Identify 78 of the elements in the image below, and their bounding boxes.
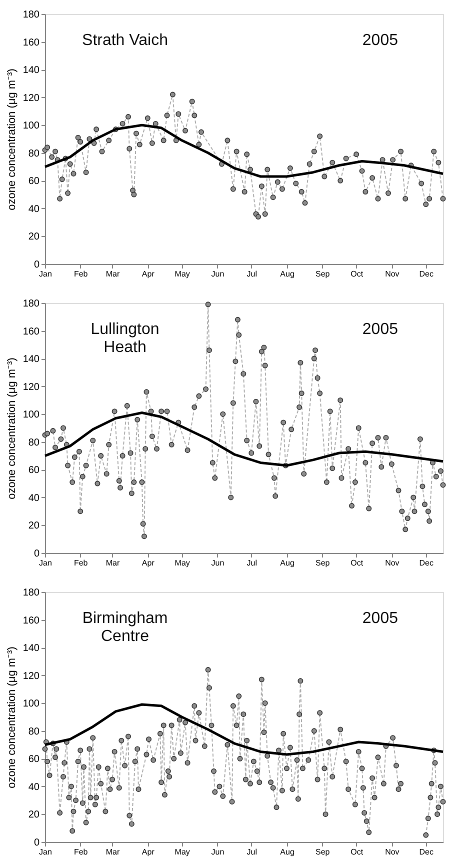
y-tick-label: 180 (22, 588, 40, 598)
y-tick-label: 160 (22, 37, 40, 48)
x-tick-label: Jun (211, 848, 224, 856)
x-tick-label: Nov (385, 558, 400, 568)
x-tick-label: Nov (385, 270, 400, 278)
line-series (44, 124, 444, 178)
x-tick-label: Oct (350, 558, 364, 568)
x-tick-label: Sep (316, 270, 330, 278)
line-series (44, 703, 444, 756)
y-tick-label: 60 (28, 176, 40, 188)
x-tick-label: Dec (419, 270, 434, 278)
x-tick-label: May (174, 270, 190, 278)
x-tick-label: May (174, 848, 190, 856)
y-tick-label: 0 (34, 260, 40, 270)
y-axis-title: ozone concentration (μg m⁻³) (6, 646, 18, 788)
x-tick-label: Dec (419, 558, 434, 568)
x-tick-label: Nov (385, 848, 400, 856)
x-tick-label: Feb (74, 848, 88, 856)
annotation: Birmingham Centre (82, 610, 168, 645)
y-tick-label: 140 (22, 643, 40, 654)
y-tick-label: 80 (28, 437, 40, 448)
y-tick-label: 80 (28, 148, 40, 160)
x-tick-label: Aug (280, 558, 294, 568)
annotation: 2005 (362, 32, 398, 49)
x-tick-label: Jan (39, 558, 52, 568)
y-tick-label: 120 (22, 92, 40, 104)
x-tick-label: Jan (39, 270, 52, 278)
y-tick-label: 140 (22, 65, 40, 76)
x-tick-label: Feb (74, 270, 88, 278)
y-tick-label: 40 (28, 782, 40, 793)
y-axis-title: ozone concentration (μg m⁻³) (6, 68, 18, 210)
y-axis-title: ozone concentration (μg m⁻³) (6, 358, 18, 500)
x-tick-label: Mar (106, 270, 120, 278)
y-tick-label: 120 (22, 670, 40, 682)
y-tick-label: 40 (28, 492, 40, 504)
x-tick-label: Sep (316, 848, 330, 856)
y-tick-label: 60 (28, 465, 40, 476)
x-tick-label: Mar (106, 558, 120, 568)
x-tick-label: Jul (246, 270, 258, 278)
x-tick-label: Apr (142, 270, 155, 278)
y-tick-label: 160 (22, 326, 40, 338)
y-tick-label: 160 (22, 615, 40, 626)
y-tick-label: 100 (22, 120, 40, 132)
annotation: Strath Vaich (82, 32, 168, 49)
x-tick-label: Aug (280, 848, 294, 856)
y-tick-label: 20 (28, 810, 40, 821)
x-tick-label: Dec (419, 848, 434, 856)
x-tick-label: Jan (39, 848, 52, 856)
x-tick-label: Jul (246, 558, 258, 568)
x-tick-label: Oct (350, 848, 364, 856)
annotation: 2005 (362, 610, 398, 627)
x-tick-label: Sep (316, 558, 330, 568)
y-tick-label: 100 (22, 410, 40, 421)
y-tick-label: 20 (28, 232, 40, 243)
x-tick-label: Feb (74, 558, 88, 568)
x-tick-label: Jun (211, 558, 224, 568)
y-tick-label: 20 (28, 520, 40, 532)
y-tick-label: 100 (22, 698, 40, 710)
x-tick-label: Jun (211, 270, 224, 278)
x-tick-label: Aug (280, 270, 294, 278)
y-tick-label: 180 (22, 10, 40, 20)
y-tick-label: 0 (34, 838, 40, 848)
x-tick-label: Apr (142, 558, 155, 568)
y-tick-label: 140 (22, 354, 40, 366)
y-tick-label: 120 (22, 382, 40, 393)
y-tick-label: 80 (28, 726, 40, 738)
x-tick-label: Mar (106, 848, 120, 856)
y-tick-label: 60 (28, 754, 40, 766)
x-tick-label: Jul (246, 848, 258, 856)
x-tick-label: Apr (142, 848, 155, 856)
x-tick-label: May (174, 558, 190, 568)
line-series (44, 411, 444, 467)
annotation: 2005 (362, 321, 398, 338)
y-tick-label: 180 (22, 298, 40, 310)
y-tick-label: 40 (28, 204, 40, 215)
x-tick-label: Oct (350, 270, 364, 278)
annotation: Lullington Heath (90, 321, 160, 356)
y-tick-label: 0 (34, 548, 40, 560)
